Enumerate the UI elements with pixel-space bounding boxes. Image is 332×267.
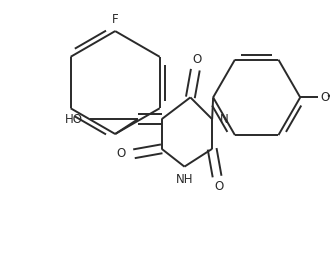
Text: O: O xyxy=(193,53,202,66)
Text: O: O xyxy=(320,91,329,104)
Text: O: O xyxy=(117,147,126,160)
Text: HO: HO xyxy=(64,113,83,126)
Text: F: F xyxy=(112,13,119,26)
Text: N: N xyxy=(220,113,229,126)
Text: O: O xyxy=(214,180,224,194)
Text: NH: NH xyxy=(176,172,193,186)
